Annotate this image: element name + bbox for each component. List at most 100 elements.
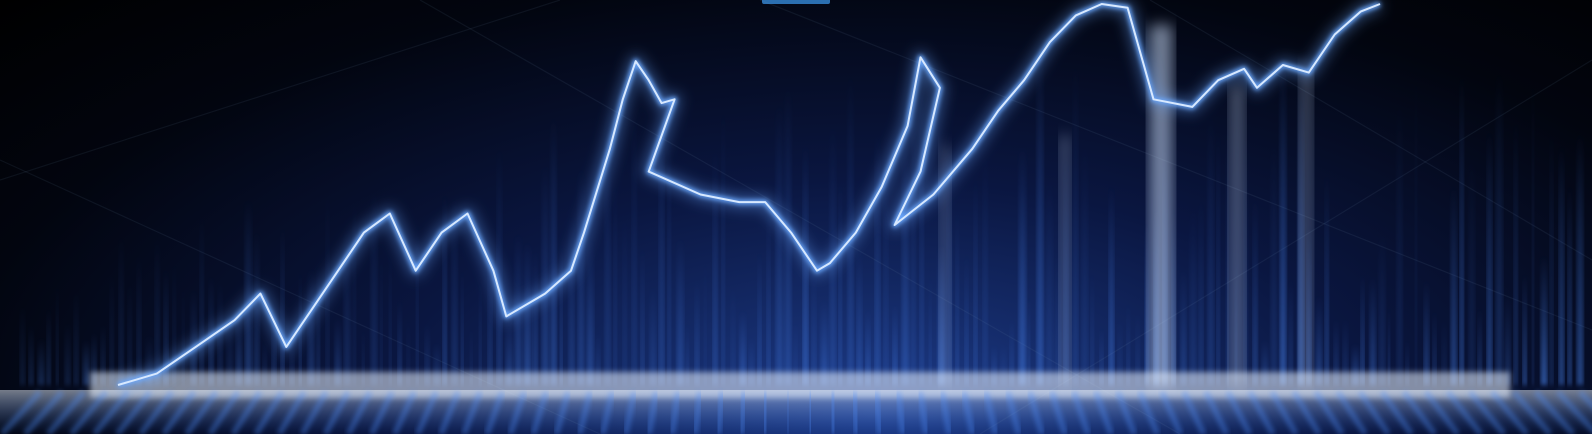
floor-streak [253, 390, 285, 434]
floor-streak [807, 391, 814, 434]
light-bar [920, 86, 924, 386]
floor-streak [1225, 390, 1253, 434]
diagonal-light-line [419, 0, 1181, 434]
floor-streak [1357, 390, 1391, 434]
light-bar [200, 213, 204, 385]
floor-streak [917, 391, 930, 434]
light-bar [1100, 327, 1104, 385]
floor-streak [961, 391, 976, 434]
light-bar [1001, 343, 1007, 385]
light-bar [29, 324, 34, 385]
floor-streak [1577, 389, 1592, 410]
light-bar [1244, 130, 1248, 385]
floor-streak [45, 390, 87, 434]
floor-streak [507, 391, 527, 434]
light-bar [110, 271, 114, 385]
floor-streak [829, 391, 837, 434]
light-bar [1424, 280, 1429, 385]
light-bar [1406, 339, 1409, 385]
floor-streak [646, 391, 659, 434]
light-bar [1496, 69, 1503, 386]
light-bar [1280, 60, 1286, 385]
light-bar [1019, 145, 1026, 385]
floor-streak [1467, 390, 1507, 434]
floor-streak [738, 391, 747, 434]
floor-streak [461, 390, 483, 434]
floor-streak [622, 391, 637, 434]
light-bar [1262, 340, 1268, 385]
light-bar [722, 105, 725, 385]
floor-streak [1489, 390, 1530, 434]
light-bar [407, 318, 410, 385]
light-bar [1487, 129, 1492, 385]
floor-streak [851, 391, 860, 434]
light-bar [569, 213, 575, 385]
bright-light-column [1230, 85, 1244, 385]
light-bar [974, 176, 978, 385]
light-bar [1514, 118, 1518, 385]
light-bar [1118, 318, 1122, 385]
floor-streak [392, 390, 417, 434]
light-bar [263, 341, 267, 385]
floor-streak [184, 390, 219, 434]
floor-streak [345, 390, 373, 434]
light-bar [281, 225, 285, 385]
floor-streak [1005, 391, 1022, 434]
light-bar [1532, 75, 1535, 386]
floor-streak [715, 391, 725, 434]
light-bar [1091, 271, 1094, 385]
floor-streak [1291, 390, 1322, 434]
light-bar [911, 93, 916, 385]
diagonal-light-line [0, 0, 561, 181]
light-bar [668, 131, 671, 385]
light-bar [173, 260, 176, 385]
light-bar [47, 308, 51, 385]
light-bar [20, 305, 25, 385]
light-bar [182, 285, 185, 385]
floor-streak [322, 390, 351, 434]
light-bar [812, 267, 816, 385]
light-bar [1325, 173, 1329, 385]
floor-streak [1247, 390, 1276, 434]
floor-streak [1049, 391, 1068, 434]
light-bar [857, 249, 862, 385]
floor-streak [761, 391, 769, 434]
light-bar [614, 178, 617, 385]
light-bar [155, 235, 160, 385]
light-bar [776, 101, 783, 385]
floor-streak [530, 391, 549, 434]
light-bar [1082, 140, 1088, 385]
light-bar [767, 210, 771, 385]
light-bar [380, 251, 383, 385]
floor-streak [299, 390, 329, 434]
light-bar [848, 71, 854, 385]
light-bar [1550, 128, 1554, 385]
light-bar [1217, 128, 1220, 385]
floor-streak [1093, 390, 1114, 434]
light-bar [56, 284, 59, 385]
floor-streak [1313, 390, 1345, 434]
floor-streak [873, 391, 884, 434]
light-bar [137, 253, 141, 385]
floor-streak [1423, 390, 1461, 434]
floor-streak [1269, 390, 1299, 434]
light-bar [1055, 252, 1061, 385]
light-bar [1505, 295, 1511, 385]
glowing-floor [0, 372, 1592, 434]
floor-streak [69, 390, 109, 434]
floor-streak [484, 391, 505, 434]
light-bar [731, 285, 735, 385]
light-bar [1361, 273, 1365, 385]
light-bar [1379, 232, 1386, 385]
light-bar [542, 163, 549, 385]
light-bar [1109, 185, 1114, 385]
light-bar [1451, 184, 1457, 385]
light-bar [596, 332, 600, 385]
light-bar [164, 268, 169, 385]
light-bar [713, 148, 718, 385]
bright-light-column [940, 145, 950, 385]
light-bar [695, 279, 700, 385]
floor-streak [368, 390, 395, 434]
